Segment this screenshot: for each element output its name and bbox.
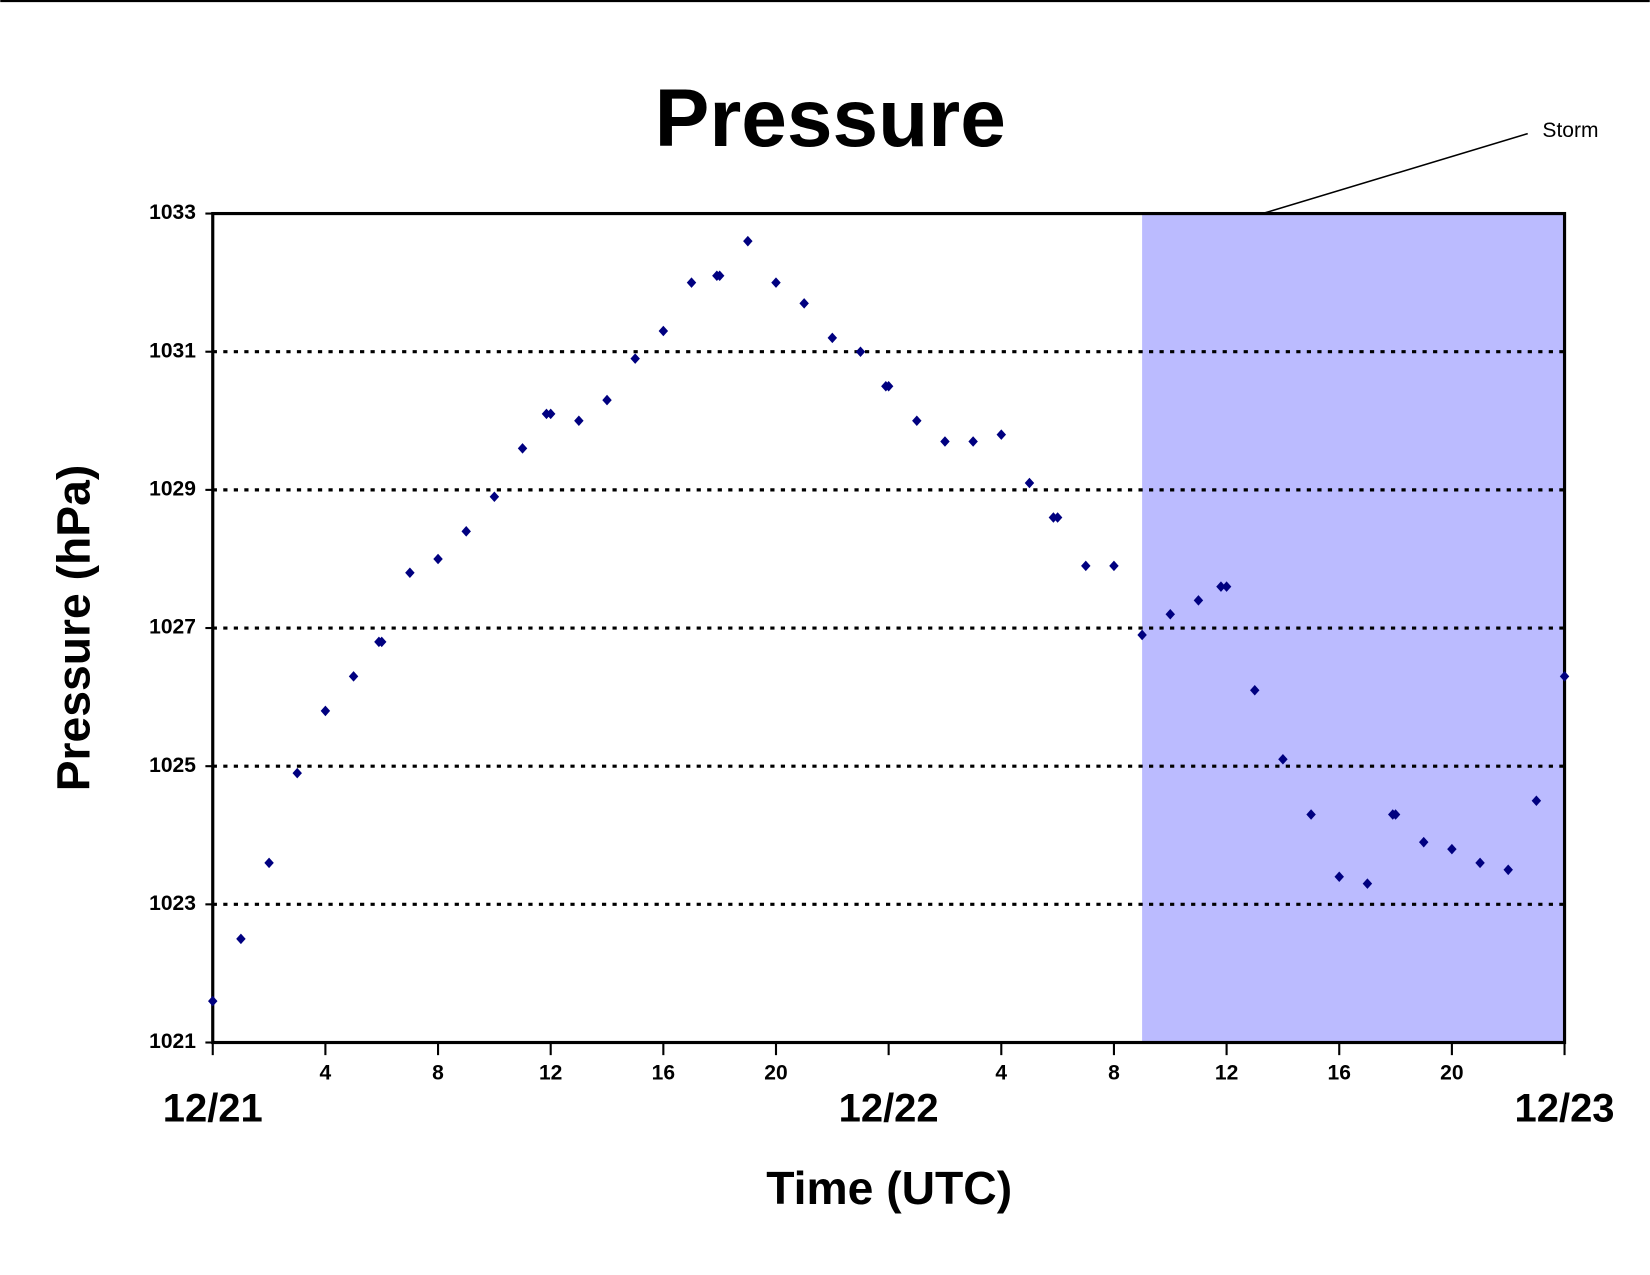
data-point <box>1052 512 1063 523</box>
data-point <box>208 995 218 1007</box>
data-point <box>940 436 950 447</box>
y-tick-label: 1021 <box>149 1030 196 1053</box>
data-point <box>602 394 612 406</box>
annotation-line <box>1262 132 1528 215</box>
data-point <box>236 933 246 945</box>
data-point <box>348 671 359 682</box>
annotation-label: Storm <box>1542 119 1598 142</box>
data-point <box>1221 581 1232 592</box>
data-point <box>630 353 640 364</box>
data-point <box>1447 843 1457 855</box>
x-tick-label: 20 <box>1440 1062 1463 1085</box>
y-tick-label: 1029 <box>149 477 196 500</box>
data-point <box>1081 560 1091 572</box>
y-axis-label: Pressure (hPa) <box>47 465 99 792</box>
data-point <box>292 767 302 779</box>
data-point <box>912 415 922 427</box>
data-point <box>658 325 669 337</box>
x-axis-label: Time (UTC) <box>766 1162 1012 1214</box>
data-point <box>968 436 978 447</box>
date-tick-label: 12/21 <box>163 1086 263 1130</box>
data-point <box>264 857 274 869</box>
x-tick-label: 4 <box>995 1062 1007 1085</box>
y-tick-label: 1027 <box>149 616 196 639</box>
data-point <box>827 332 838 344</box>
data-point <box>1109 560 1119 572</box>
data-point <box>574 415 584 427</box>
data-point <box>743 235 753 247</box>
data-point <box>320 705 331 717</box>
x-tick-label: 12 <box>539 1062 562 1085</box>
data-point <box>405 567 415 579</box>
date-tick-label: 12/22 <box>839 1086 939 1130</box>
data-point <box>376 636 387 648</box>
x-tick-label: 8 <box>432 1062 444 1085</box>
y-tick-label: 1031 <box>149 339 196 362</box>
x-tick-label: 16 <box>652 1062 675 1085</box>
plot-frame <box>211 211 1567 1045</box>
x-tick-label: 16 <box>1328 1062 1351 1085</box>
data-point <box>1390 809 1401 820</box>
y-tick-label: 1033 <box>149 201 196 224</box>
date-tick-label: 12/23 <box>1515 1086 1615 1130</box>
x-tick-label: 4 <box>320 1062 332 1085</box>
data-point <box>1362 878 1373 889</box>
data-point <box>1334 871 1344 882</box>
data-point <box>517 443 528 454</box>
data-point <box>686 277 697 288</box>
data-point <box>1216 581 1226 592</box>
data-point <box>489 491 500 503</box>
y-tick-label: 1025 <box>149 754 196 777</box>
data-point <box>1559 671 1570 682</box>
data-point <box>996 429 1007 440</box>
data-point <box>1306 809 1316 820</box>
data-point <box>433 553 443 565</box>
data-point <box>771 277 781 288</box>
x-tick-label: 8 <box>1108 1062 1120 1085</box>
data-point <box>1418 836 1429 848</box>
data-point <box>1193 595 1204 606</box>
data-point <box>799 298 809 309</box>
data-point <box>1503 864 1513 876</box>
data-point <box>461 526 471 537</box>
x-tick-label: 20 <box>764 1062 787 1085</box>
data-point <box>1475 857 1485 869</box>
data-point <box>855 346 866 357</box>
y-tick-label: 1023 <box>149 892 196 915</box>
data-point <box>1024 477 1035 489</box>
data-point <box>1165 608 1176 620</box>
x-tick-label: 12 <box>1215 1062 1238 1085</box>
chart-title: Pressure <box>655 73 1006 164</box>
